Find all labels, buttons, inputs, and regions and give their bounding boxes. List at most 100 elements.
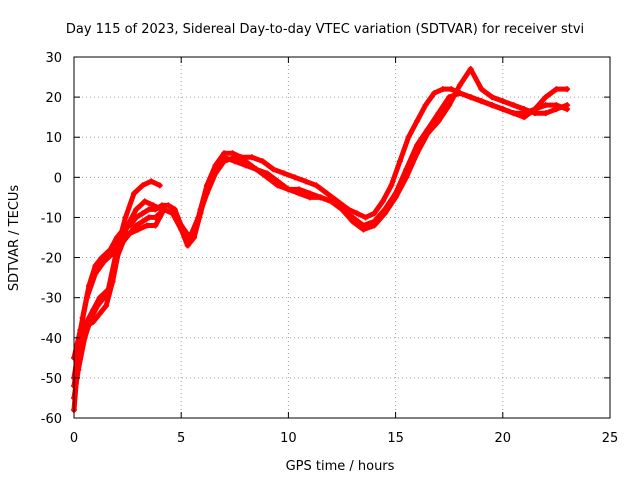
data-point <box>531 110 538 117</box>
data-point <box>354 210 361 217</box>
data-point <box>118 238 125 245</box>
data-point <box>195 214 202 221</box>
data-point <box>439 86 446 93</box>
data-point <box>339 206 345 213</box>
y-tick-label: 20 <box>45 91 62 106</box>
y-tick-label: -30 <box>41 292 62 307</box>
data-point <box>388 182 395 189</box>
data-point <box>165 202 172 209</box>
data-point <box>371 222 378 229</box>
data-point <box>349 218 356 225</box>
data-point <box>317 194 324 201</box>
data-point <box>478 98 485 105</box>
data-point <box>414 118 421 125</box>
series-4 <box>71 198 165 381</box>
data-point <box>253 166 260 173</box>
data-point <box>139 218 146 225</box>
data-point <box>178 222 185 229</box>
data-point <box>564 86 571 93</box>
data-point <box>133 206 140 213</box>
x-tick-label: 0 <box>70 431 78 446</box>
data-point <box>405 134 412 141</box>
data-point <box>77 326 84 333</box>
data-point <box>542 94 549 101</box>
data-point <box>510 110 517 117</box>
data-point <box>146 206 153 213</box>
data-point <box>109 250 116 257</box>
data-point <box>161 206 168 213</box>
data-point <box>221 158 228 165</box>
x-axis-label: GPS time / hours <box>286 459 395 474</box>
data-point <box>96 310 103 317</box>
data-point <box>242 158 249 165</box>
data-point <box>92 270 99 277</box>
data-point <box>281 170 288 177</box>
y-tick-label: 30 <box>45 51 62 66</box>
data-point <box>148 178 155 185</box>
data-point <box>553 86 560 93</box>
data-point <box>146 214 153 221</box>
data-point <box>139 182 146 189</box>
data-point <box>381 210 388 217</box>
data-point <box>109 278 116 285</box>
data-point <box>131 190 138 197</box>
data-point <box>431 90 438 97</box>
data-point <box>156 182 163 189</box>
data-point <box>263 174 270 181</box>
data-point <box>231 154 238 161</box>
data-point <box>489 94 496 101</box>
data-point <box>296 186 303 193</box>
data-point <box>152 222 159 229</box>
data-point <box>499 98 506 105</box>
series-3 <box>71 86 571 401</box>
data-point <box>467 66 474 73</box>
tick-layer: 0 5 10 15 20 25 -60 -50 -40 -30 -20 -10 0 10 20 30 <box>41 51 619 446</box>
data-point <box>92 262 99 269</box>
data-point <box>499 106 506 113</box>
data-point <box>510 102 517 109</box>
data-point <box>422 102 429 109</box>
data-point <box>435 110 442 117</box>
data-point <box>122 214 129 221</box>
data-point <box>396 158 403 165</box>
data-point <box>302 178 309 185</box>
x-tick-label: 5 <box>177 431 185 446</box>
data-point <box>446 102 453 109</box>
grid-layer <box>74 57 610 418</box>
data-point <box>306 190 313 197</box>
data-point <box>403 174 410 181</box>
data-point <box>424 130 431 137</box>
y-tick-label: -10 <box>41 211 62 226</box>
series-layer <box>71 66 571 413</box>
data-point <box>139 210 146 217</box>
data-point <box>467 94 474 101</box>
data-point <box>542 102 549 109</box>
plot-frame <box>73 56 611 419</box>
data-point <box>101 258 108 265</box>
data-point <box>90 318 97 325</box>
data-point <box>379 198 386 205</box>
x-tick-label: 15 <box>387 431 404 446</box>
series-line <box>71 86 570 401</box>
data-point <box>270 166 277 173</box>
y-tick-label: -20 <box>41 252 62 267</box>
data-point <box>203 190 210 197</box>
data-point <box>521 106 528 113</box>
data-point <box>103 302 110 309</box>
y-tick-label: 10 <box>45 131 62 146</box>
data-point <box>489 102 496 109</box>
data-point <box>392 194 399 201</box>
data-point <box>126 230 133 237</box>
y-tick-label: -40 <box>41 332 62 347</box>
data-point <box>285 186 292 193</box>
series-1 <box>71 86 571 413</box>
y-tick-label: -60 <box>41 412 62 427</box>
y-tick-label: -50 <box>41 372 62 387</box>
data-point <box>124 222 131 229</box>
data-point <box>478 86 485 93</box>
data-point <box>171 206 178 213</box>
data-point <box>150 202 157 209</box>
x-tick-label: 25 <box>602 431 619 446</box>
data-point <box>98 254 105 261</box>
y-tick-label: 0 <box>54 171 62 186</box>
